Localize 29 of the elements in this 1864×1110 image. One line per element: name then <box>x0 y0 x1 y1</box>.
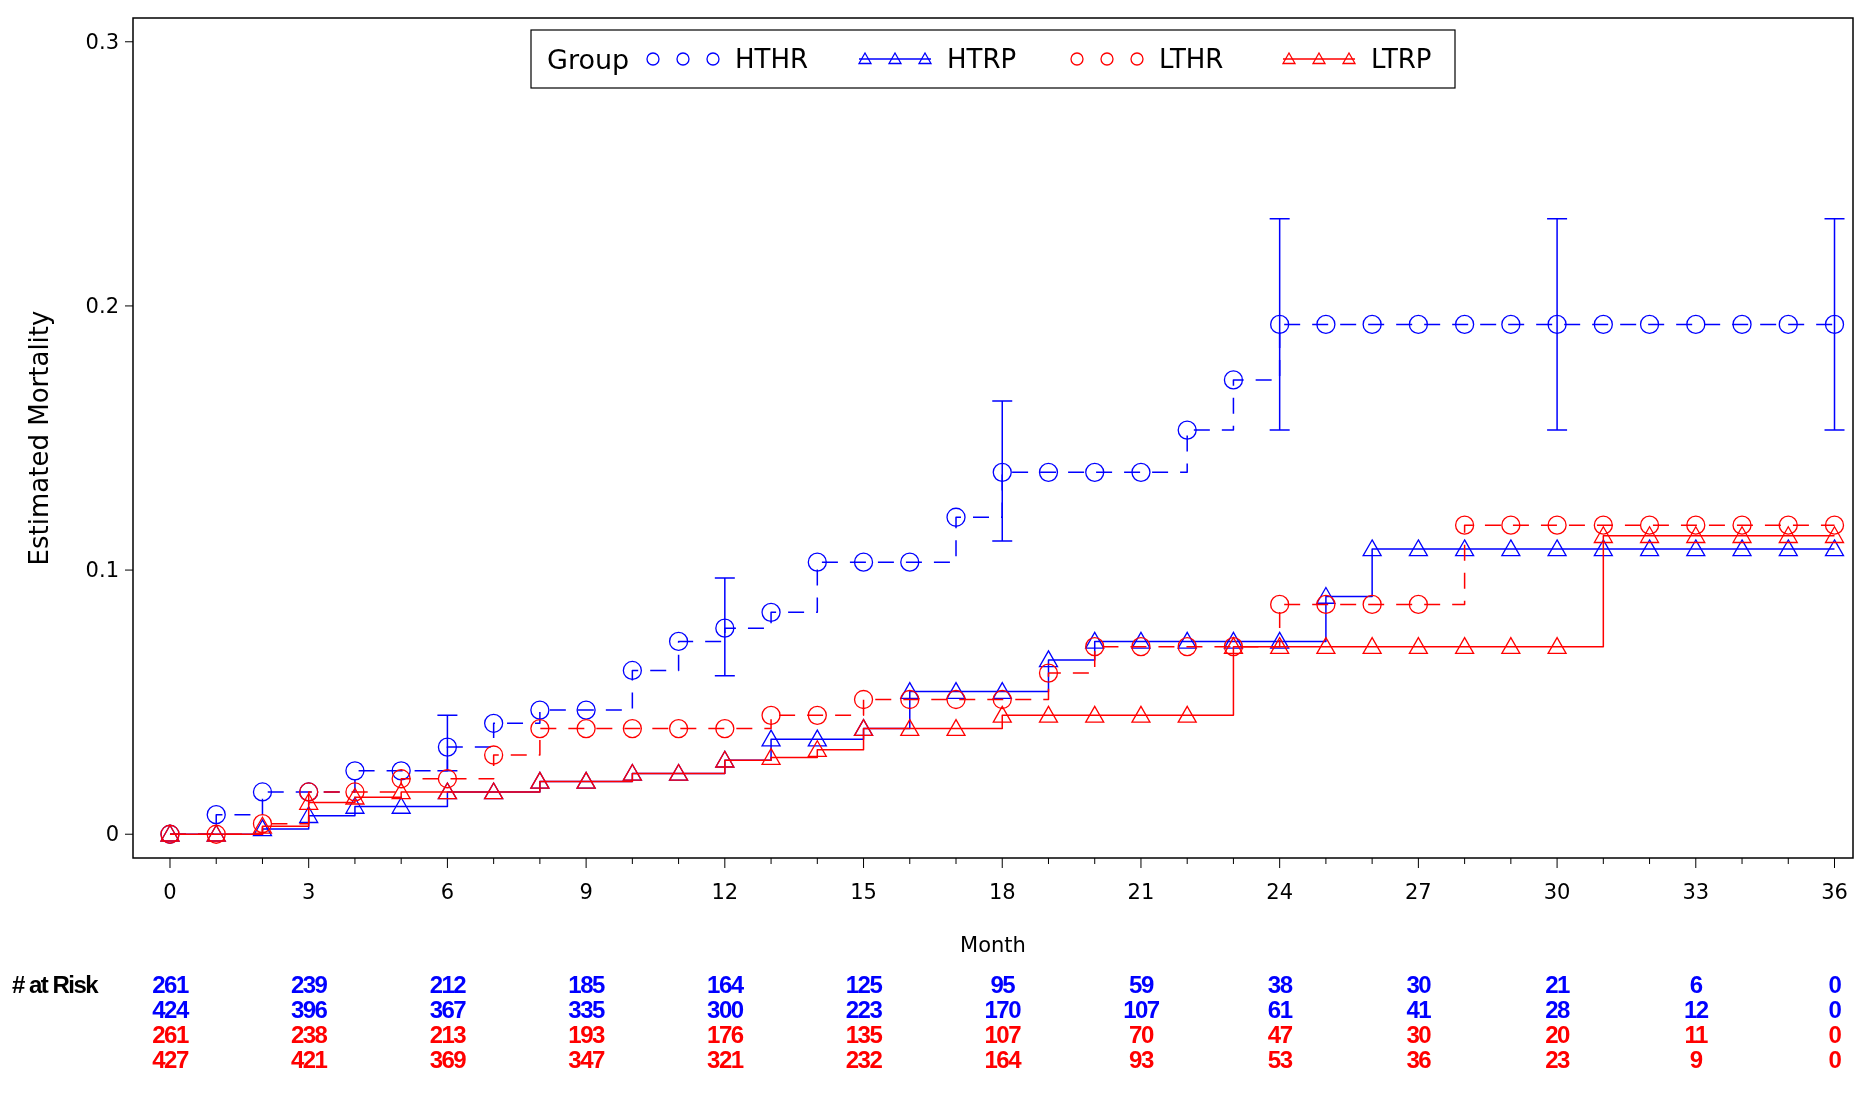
x-tick-label: 3 <box>302 880 316 904</box>
y-tick-label: 0 <box>105 822 119 847</box>
x-tick-label: 18 <box>988 880 1016 904</box>
y-tick-label: 0.2 <box>85 293 119 318</box>
legend-label: HTHR <box>735 44 809 74</box>
legend-label: LTRP <box>1371 44 1432 74</box>
x-tick-label: 9 <box>579 880 593 904</box>
y-tick-label: 0.1 <box>85 558 119 583</box>
legend-title: Group <box>547 44 630 75</box>
x-tick-label: 27 <box>1405 880 1432 904</box>
text: # at Risk <box>12 971 100 998</box>
x-axis-title: Month <box>960 933 1026 957</box>
x-tick-label: 24 <box>1266 880 1294 904</box>
x-tick-label: 30 <box>1543 880 1571 904</box>
x-tick-label: 6 <box>440 880 455 904</box>
text: 424 396 367 335 300 223 170 107 61 41 28 12 0 <box>152 996 1841 1023</box>
x-tick-label: 12 <box>711 880 739 904</box>
text: 427 421 369 347 321 232 164 93 53 36 23 9 0 <box>152 1046 1841 1073</box>
y-tick-label: 0.3 <box>85 29 119 54</box>
y-axis-title: Estimated Mortality <box>24 310 54 566</box>
text: 261 239 212 185 164 125 95 59 38 30 21 6 0 <box>152 971 1841 998</box>
x-tick-label: 36 <box>1821 880 1848 904</box>
legend-label: LTHR <box>1159 44 1224 74</box>
x-tick-label: 15 <box>850 880 877 904</box>
x-tick-label: 0 <box>163 880 177 904</box>
text: 261 238 213 193 176 135 107 70 47 30 20 11 0 <box>152 1021 1841 1048</box>
x-tick-label: 21 <box>1127 880 1155 904</box>
x-tick-label: 33 <box>1682 880 1710 904</box>
legend-label: HTRP <box>947 44 1017 74</box>
